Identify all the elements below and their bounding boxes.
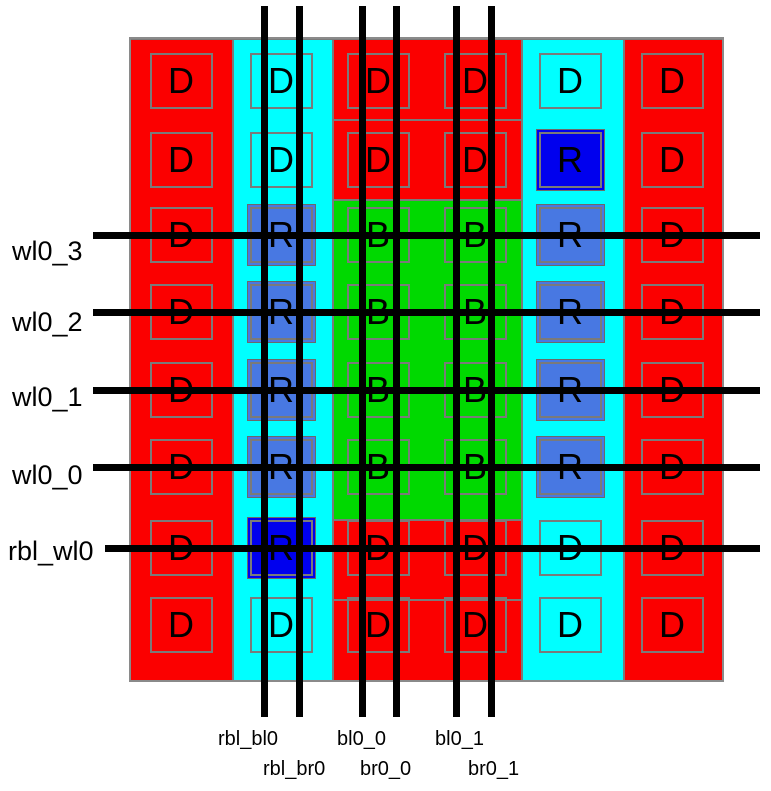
wordline-wire-wl0_1 (93, 387, 760, 394)
cell-outline-bitcell-col-0-row7 (346, 597, 410, 653)
bitline-wire-br0_1 (488, 6, 495, 717)
cell-letter-bitcell-col-0-row7: D (365, 604, 391, 645)
bitline-label-rbl_bl0: rbl_bl0 (218, 728, 279, 750)
cell-outline-replica-col-left-row1 (249, 132, 313, 188)
cell-outline-bitcell-col-0-row0 (346, 53, 410, 109)
wordline-wire-wl0_2 (93, 309, 760, 316)
cell-letter-bitcell-col-1-row0: D (462, 60, 488, 101)
array-outline (129, 37, 724, 682)
dummy-row-divider-0 (333, 119, 522, 121)
cell-outline-dummy-col-left-row0 (149, 53, 213, 109)
cell-letter-replica-col-left-row1: D (268, 139, 294, 180)
cell-outline-replica-col-left-row7 (249, 597, 313, 653)
cell-outline-bitcell-col-0-row1 (346, 132, 410, 188)
bitline-wire-rbl_bl0 (261, 6, 268, 717)
cell-outline-bitcell-col-1-row7 (443, 597, 507, 653)
cell-outline-replica-col-right-row1 (538, 132, 602, 188)
cell-letter-replica-col-right-row7: D (557, 604, 583, 645)
bitline-wire-rbl_br0 (296, 6, 303, 717)
bitline-label-bl0_0: bl0_0 (337, 728, 386, 750)
cell-outline-dummy-col-left-row7 (149, 597, 213, 653)
cell-letter-replica-col-right-row0: D (557, 60, 583, 101)
cell-outline-dummy-col-left-row1 (149, 132, 213, 188)
bitline-wire-br0_0 (393, 6, 400, 717)
cell-letter-dummy-col-left-row1: D (168, 139, 194, 180)
bitline-label-br0_0: br0_0 (360, 758, 412, 780)
cell-letter-replica-col-left-row0: D (268, 60, 294, 101)
cell-letter-bitcell-col-0-row1: D (365, 139, 391, 180)
wordline-wire-wl0_0 (93, 464, 760, 471)
cell-letter-dummy-col-left-row7: D (168, 604, 194, 645)
wordline-label-wl0_1: wl0_1 (12, 382, 83, 412)
wordline-wire-rbl_wl0 (105, 545, 760, 552)
bitline-label-bl0_1: bl0_1 (435, 728, 484, 750)
cell-letter-bitcell-col-1-row1: D (462, 139, 488, 180)
cell-letter-replica-col-left-row7: D (268, 604, 294, 645)
cell-outline-dummy-col-right-row1 (640, 132, 704, 188)
cell-outline-bitcell-col-1-row0 (443, 53, 507, 109)
wordline-label-wl0_0: wl0_0 (12, 460, 83, 490)
cell-letter-dummy-col-right-row0: D (659, 60, 685, 101)
cell-outline-replica-col-right-row7 (538, 597, 602, 653)
wordline-label-wl0_2: wl0_2 (12, 307, 83, 337)
cell-letter-dummy-col-right-row1: D (659, 139, 685, 180)
bitline-label-rbl_br0: rbl_br0 (263, 758, 326, 780)
wordline-wire-wl0_3 (93, 232, 760, 239)
rbl-replica-cell-fill (535, 129, 605, 191)
dummy-row-divider-1 (333, 599, 522, 601)
cell-letter-bitcell-col-0-row0: D (365, 60, 391, 101)
bitline-label-br0_1: br0_1 (468, 758, 520, 780)
wordline-label-wl0_3: wl0_3 (12, 236, 83, 266)
cell-letter-bitcell-col-1-row7: D (462, 604, 488, 645)
cell-letter-dummy-col-left-row0: D (168, 60, 194, 101)
cell-outline-replica-col-right-row0 (538, 53, 602, 109)
wordline-label-rbl_wl0: rbl_wl0 (8, 536, 94, 566)
cell-outline-dummy-col-right-row7 (640, 597, 704, 653)
bitline-wire-bl0_0 (359, 6, 366, 717)
cell-outline-dummy-col-right-row0 (640, 53, 704, 109)
cell-outline-replica-col-left-row0 (249, 53, 313, 109)
cell-letter-dummy-col-right-row7: D (659, 604, 685, 645)
cell-letter-replica-col-right-row1: R (557, 139, 583, 180)
bitline-wire-bl0_1 (453, 6, 460, 717)
cell-outline-bitcell-col-1-row1 (443, 132, 507, 188)
